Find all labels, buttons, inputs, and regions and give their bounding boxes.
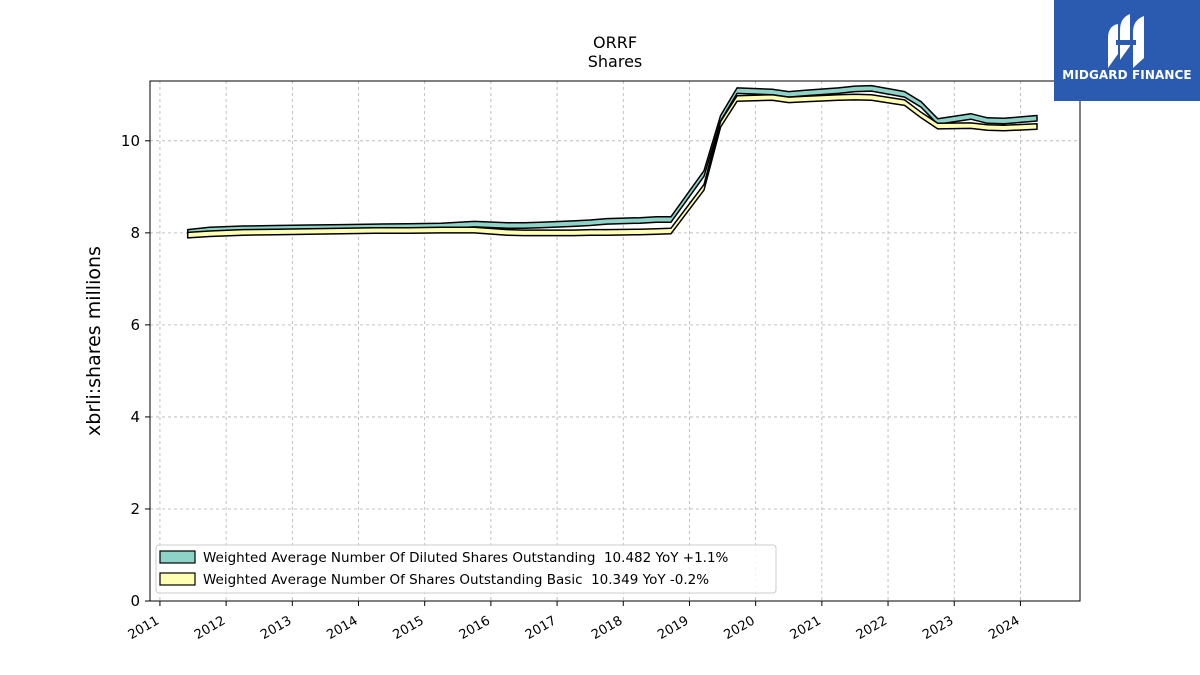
y-tick-label: 0: [130, 592, 140, 610]
y-axis-label: xbrli:shares millions: [83, 246, 105, 436]
x-tick-label: 2014: [324, 613, 360, 643]
midgard-logo-mark-icon: [1108, 14, 1144, 68]
x-tick-label: 2012: [192, 613, 228, 643]
x-tick-label: 2020: [721, 613, 757, 643]
series-areas: [186, 84, 1038, 239]
series-area-diluted: [186, 84, 1038, 236]
x-tick-label: 2013: [258, 613, 294, 643]
x-tick-label: 2024: [986, 613, 1022, 643]
legend-label-diluted: Weighted Average Number Of Diluted Share…: [203, 550, 729, 566]
x-tick-label: 2016: [457, 613, 493, 643]
chart-subtitle: Shares: [588, 52, 643, 71]
logo-text: MIDGARD FINANCE: [1062, 68, 1192, 82]
grid: [150, 81, 1080, 602]
chart-title: ORRF: [593, 33, 637, 52]
y-tick-label: 6: [130, 316, 140, 334]
series-area-basic: [186, 93, 1038, 239]
x-tick-label: 2022: [854, 613, 890, 643]
midgard-finance-logo: MIDGARD FINANCE: [1054, 0, 1200, 101]
x-tick-label: 2021: [788, 613, 824, 643]
x-tick-label: 2017: [523, 613, 559, 643]
legend-label-basic: Weighted Average Number Of Shares Outsta…: [203, 572, 709, 588]
plot-frame: [149, 80, 1081, 602]
x-tick-label: 2019: [655, 613, 691, 643]
y-tick-label: 4: [130, 408, 140, 426]
y-tick-label: 10: [121, 132, 140, 150]
legend-frame: [155, 544, 777, 594]
legend: Weighted Average Number Of Diluted Share…: [155, 544, 777, 594]
x-tick-label: 2023: [920, 613, 956, 643]
x-tick-label: 2018: [589, 613, 625, 643]
x-tick-label: 2011: [126, 613, 162, 643]
legend-swatch-diluted: [159, 550, 196, 564]
y-tick-label: 2: [130, 500, 140, 518]
x-tick-label: 2015: [391, 613, 427, 643]
y-tick-label: 8: [130, 224, 140, 242]
legend-swatch-basic: [159, 572, 196, 586]
